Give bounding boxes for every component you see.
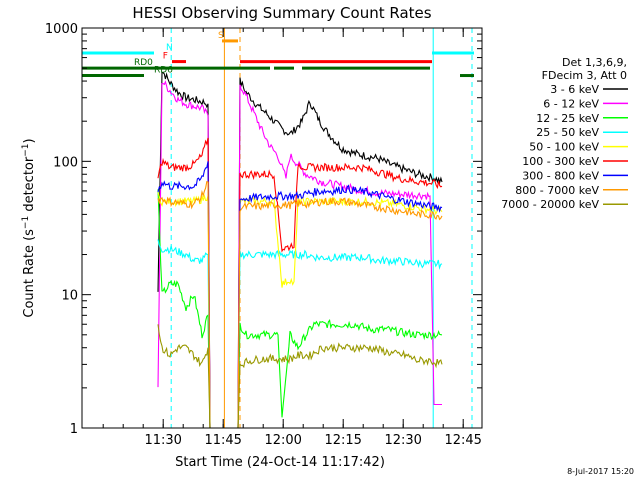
- series-line-1: [157, 80, 442, 429]
- status-label-rd6: RD6: [154, 66, 173, 76]
- x-tick-label-0: 11:30: [144, 433, 181, 448]
- legend-entry-6: 300 - 800 keV: [522, 169, 599, 182]
- status-label-s: S: [218, 31, 224, 41]
- series-line-3: [157, 239, 443, 429]
- y-tick-label-3: 1000: [45, 22, 78, 37]
- legend-header-0: Det 1,3,6,9,: [562, 56, 627, 69]
- footer-date: 8-Jul-2017 15:20: [567, 467, 634, 476]
- series-line-0: [157, 71, 443, 429]
- legend-header-1: FDecim 3, Att 0: [542, 69, 627, 82]
- legend-entry-1: 6 - 12 keV: [543, 97, 599, 110]
- chart-title: HESSI Observing Summary Count Rates: [132, 4, 431, 22]
- legend-entry-0: 3 - 6 keV: [550, 83, 599, 96]
- series-line-7: [157, 181, 443, 429]
- plot-frame: [81, 27, 483, 429]
- legend-entry-3: 25 - 50 keV: [536, 126, 599, 139]
- y-tick-label-0: 1: [70, 422, 78, 437]
- status-label-n: N: [166, 43, 173, 53]
- y-tick-label-2: 100: [53, 155, 78, 170]
- x-tick-label-3: 12:15: [324, 433, 361, 448]
- status-label-rd0: RD0: [134, 58, 153, 68]
- y-axis-label: Count Rate (s−1 detector−1): [21, 138, 37, 317]
- legend-entry-5: 100 - 300 keV: [522, 155, 599, 168]
- legend-entry-2: 12 - 25 keV: [536, 112, 599, 125]
- x-tick-label-4: 12:30: [384, 433, 421, 448]
- x-tick-label-5: 12:45: [444, 433, 481, 448]
- series-line-5: [157, 137, 443, 429]
- series-line-2: [157, 189, 443, 429]
- series-line-8: [157, 324, 443, 429]
- axis-layer: 1 10 100 1000 11:30 11:45 12:00 12:15 12:30 12:45: [45, 22, 482, 448]
- series-line-4: [157, 192, 443, 429]
- x-axis-label: Start Time (24-Oct-14 11:17:42): [175, 455, 385, 470]
- x-tick-label-1: 11:45: [204, 433, 241, 448]
- series-line-6: [157, 161, 443, 429]
- x-tick-label-2: 12:00: [264, 433, 301, 448]
- legend-entry-8: 7000 - 20000 keV: [501, 198, 599, 211]
- y-tick-label-1: 10: [61, 289, 78, 304]
- status-label-f: F: [163, 52, 168, 62]
- legend-entry-7: 800 - 7000 keV: [515, 184, 599, 197]
- legend-entry-4: 50 - 100 keV: [529, 141, 599, 154]
